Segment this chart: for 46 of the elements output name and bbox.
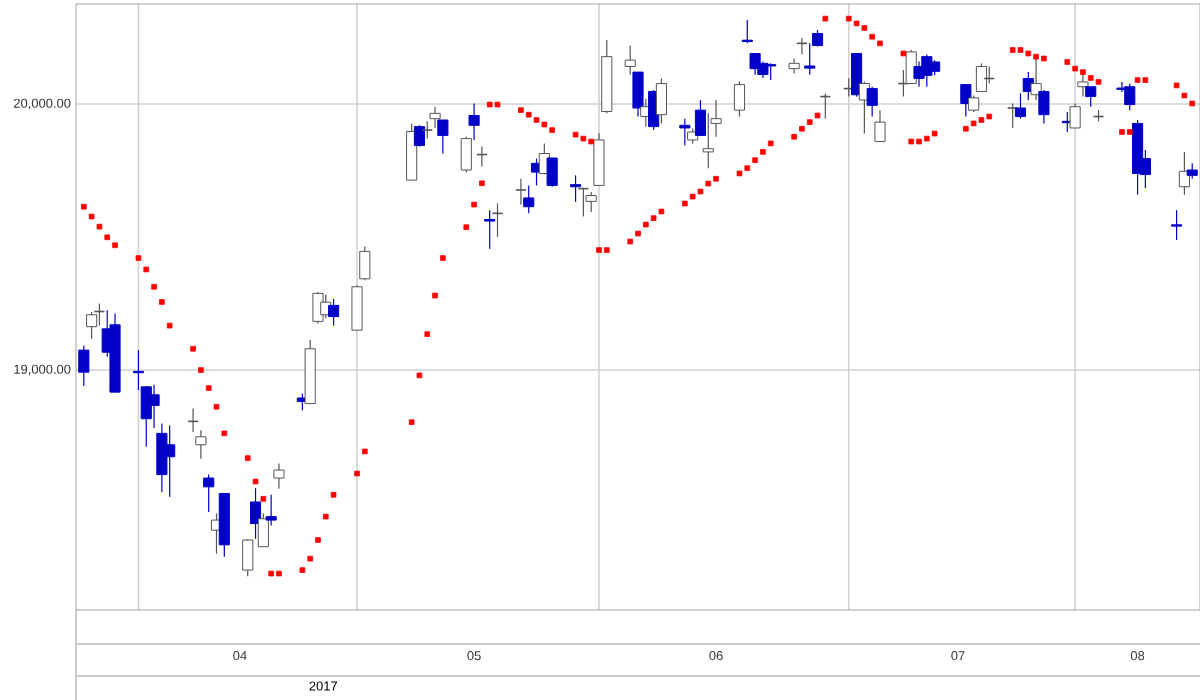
candlestick <box>866 86 878 118</box>
candlestick <box>265 494 277 527</box>
candlestick <box>359 246 371 281</box>
candlestick <box>702 112 714 169</box>
candlestick <box>437 119 449 155</box>
candlestick <box>351 284 363 331</box>
candlestick <box>733 80 746 118</box>
candlestick <box>148 384 160 429</box>
candlestick <box>694 99 707 137</box>
candlestick <box>655 77 667 125</box>
candlestick <box>632 71 644 118</box>
candlestick <box>164 424 176 498</box>
candlestick <box>679 118 691 147</box>
candlestick <box>1077 73 1089 98</box>
candlestick <box>195 429 207 460</box>
candlestick <box>1069 102 1081 129</box>
candlestick <box>960 84 972 118</box>
candlestick <box>1030 57 1042 101</box>
candlestick <box>429 106 441 129</box>
candlestick <box>585 191 597 213</box>
candlestick <box>413 124 426 148</box>
candlestick <box>523 184 535 214</box>
candlestick <box>749 52 761 76</box>
candlestick <box>468 102 480 141</box>
candlestick <box>257 512 269 548</box>
candlestick <box>515 178 527 206</box>
candlestick <box>1085 86 1097 108</box>
candlestick <box>624 44 636 76</box>
candlestick <box>78 344 90 387</box>
candlestick <box>273 462 285 490</box>
candlestick <box>484 209 496 250</box>
candlestick <box>249 487 262 540</box>
candlestick <box>156 422 168 493</box>
candlestick <box>1038 89 1050 125</box>
candlestick <box>1014 92 1027 120</box>
candlestick <box>328 298 340 327</box>
candlestick <box>1124 82 1136 111</box>
candlestick <box>593 132 605 187</box>
candlestick <box>569 174 582 203</box>
candlestick <box>242 538 254 577</box>
candlestick <box>460 136 472 173</box>
candlestick <box>86 311 98 340</box>
candlestick <box>874 109 886 143</box>
candlestick <box>1171 209 1183 241</box>
candlestick <box>203 473 215 513</box>
candlestick <box>546 157 558 188</box>
